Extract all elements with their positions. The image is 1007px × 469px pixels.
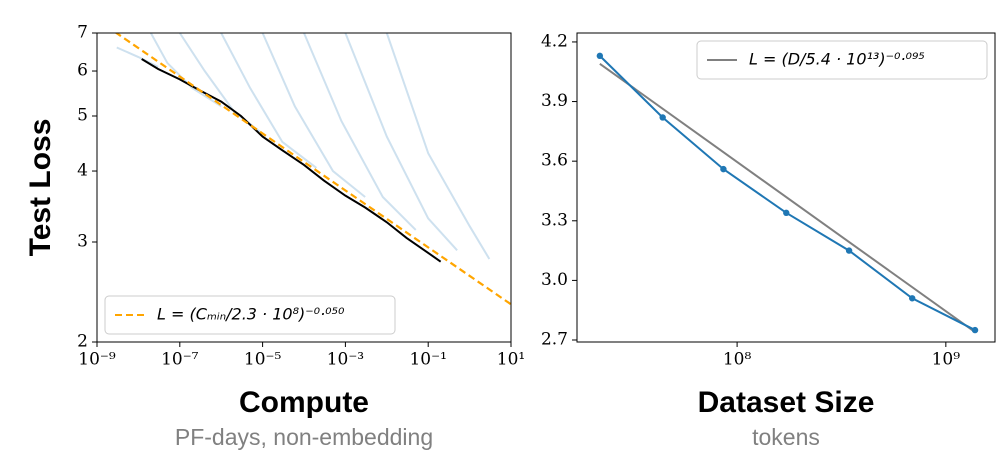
- legend-label: L = (D/5.4 · 10¹³)⁻⁰·⁰⁹⁵: [749, 50, 925, 69]
- y-tick-label: 2: [77, 332, 88, 352]
- plot-area: [596, 52, 979, 334]
- x-tick-label: 10⁻¹: [409, 350, 446, 370]
- fit-line: [114, 33, 511, 306]
- data-point: [908, 295, 916, 302]
- legend-box: [696, 40, 988, 80]
- y-tick-label: 3.3: [541, 210, 568, 230]
- data-line: [261, 33, 366, 198]
- data-line: [178, 33, 264, 135]
- data-point: [659, 114, 666, 121]
- y-tick-label: 3.0: [541, 270, 568, 290]
- data-line: [599, 55, 976, 331]
- x-axis-sublabel: tokens: [752, 424, 820, 450]
- y-tick-label: 4.2: [541, 31, 568, 51]
- data-line: [385, 33, 491, 260]
- x-axis-label: Compute: [239, 386, 369, 419]
- data-line: [303, 33, 417, 231]
- data-line: [141, 58, 442, 263]
- x-tick-label: 10⁹: [932, 350, 961, 370]
- y-tick-label: 4: [77, 161, 88, 181]
- x-tick-label: 10¹: [497, 350, 525, 370]
- y-tick-label: 6: [77, 61, 88, 81]
- x-tick-label: 10⁻⁹: [78, 350, 116, 370]
- fit-line: [599, 62, 976, 333]
- y-axis-label: Test Loss: [24, 119, 57, 257]
- data-point: [845, 247, 853, 254]
- axes-frame: [576, 32, 996, 343]
- y-tick-label: 3.6: [541, 151, 568, 171]
- x-tick-label: 10⁸: [723, 350, 752, 370]
- x-tick-label: 10⁻⁷: [161, 350, 199, 370]
- data-line: [116, 46, 159, 68]
- y-tick-label: 3: [77, 231, 88, 251]
- y-tick-label: 7: [77, 23, 88, 43]
- data-point: [720, 165, 727, 173]
- data-line: [220, 33, 318, 169]
- data-point: [783, 209, 790, 217]
- plot-area: [114, 33, 511, 306]
- data-point: [596, 52, 604, 60]
- axes-frame: [96, 32, 512, 343]
- x-tick-label: 10⁻³: [327, 350, 364, 370]
- y-tick-label: 3.9: [541, 91, 568, 111]
- y-tick-label: 2.7: [541, 330, 568, 350]
- y-tick-label: 5: [77, 105, 88, 125]
- data-line: [344, 33, 458, 252]
- x-tick-label: 10⁻⁵: [244, 350, 282, 370]
- legend-box: [104, 295, 396, 335]
- x-axis-sublabel: PF-days, non-embedding: [175, 424, 433, 450]
- data-point: [971, 326, 979, 334]
- legend-label: L = (Cₘᵢₙ/2.3 · 10⁸)⁻⁰·⁰⁵⁰: [157, 305, 345, 324]
- x-axis-label: Dataset Size: [698, 386, 875, 419]
